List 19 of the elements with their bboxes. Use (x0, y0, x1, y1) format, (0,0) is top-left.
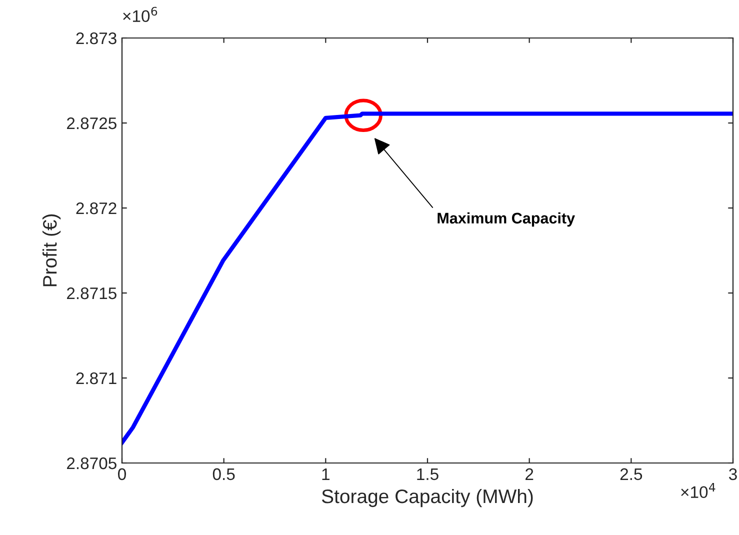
x-tick-label: 0.5 (212, 468, 235, 480)
text: ×10$^{4}$ (681, 483, 716, 498)
y-axis-title: Profit (€) (42, 214, 61, 286)
y-tick-label: 2.873 (76, 32, 116, 44)
y-tick-label: 2.8715 (67, 287, 116, 300)
y-tick-label: 2.8705 (67, 457, 116, 470)
y-tick-label: 2.871 (76, 372, 116, 384)
x-tick-label: 0 (118, 468, 126, 480)
text: ×10$^{6}$ (123, 6, 158, 22)
x-tick-label: 1.5 (417, 468, 438, 480)
x-axis-title: Storage Capacity (MWh) (322, 488, 533, 508)
annotation: Maximum Capacity (438, 212, 575, 227)
x-tick-label: 1 (322, 468, 330, 480)
x-tick-label: 3 (729, 468, 737, 480)
x-tick-label: 2 (526, 468, 534, 480)
x-tick-label: 2.5 (620, 468, 642, 480)
y-tick-label: 2.872 (76, 202, 116, 214)
y-tick-label: 2.8725 (67, 117, 116, 130)
line-series (122, 112, 733, 445)
